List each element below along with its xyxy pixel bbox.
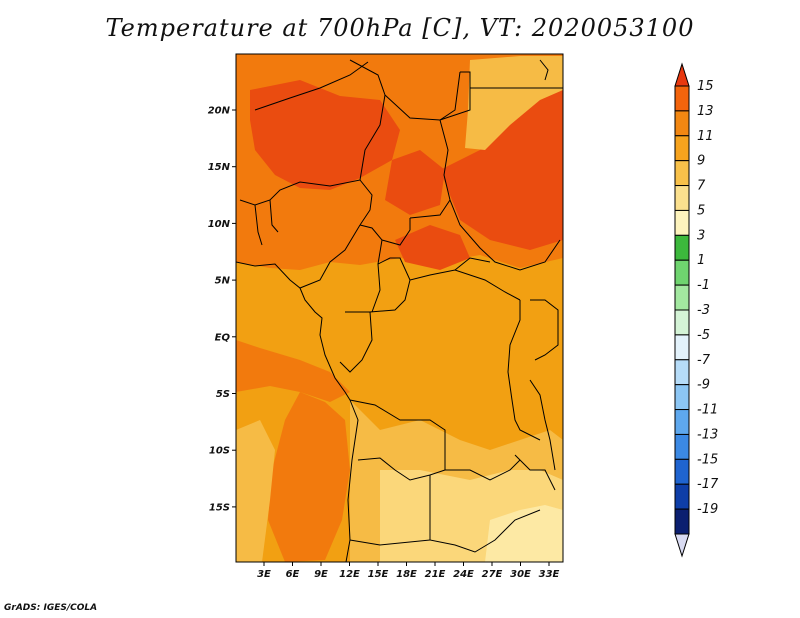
lon-label: 27E (482, 569, 503, 580)
colorbar-label: -17 (697, 477, 719, 492)
colorbar-label: 13 (697, 104, 714, 119)
lon-label: 9E (314, 569, 328, 580)
colorbar-label: -1 (697, 278, 710, 293)
colorbar-swatch (674, 234, 690, 261)
field-hot-chad (385, 150, 445, 215)
country-borders (236, 59, 563, 562)
colorbar-label: -9 (697, 378, 710, 393)
colorbar: 15 13 11 9 7 5 3 1 -1 -3 -5 -7 -9 -11 -13 -15 -17 -19 (674, 62, 719, 558)
colorbar-label: -11 (697, 403, 718, 418)
lon-label: 30E (510, 569, 531, 580)
colorbar-swatch (674, 458, 690, 485)
colorbar-swatch (674, 185, 690, 211)
lat-label: EQ (215, 332, 231, 343)
colorbar-swatch (674, 135, 690, 162)
lat-label: 10N (208, 219, 231, 230)
latitude-axis: 20N 15N 10N 5N EQ 5S 10S 15S (208, 106, 236, 513)
colorbar-label: -15 (697, 452, 718, 467)
lat-label: 5N (215, 276, 231, 287)
colorbar-swatch (674, 359, 690, 386)
lat-label: 15S (209, 502, 230, 513)
lat-label: 20N (208, 106, 231, 117)
lat-label: 15N (208, 162, 231, 173)
lon-label: 21E (425, 569, 446, 580)
colorbar-swatch (674, 309, 690, 336)
longitude-axis: 3E 6E 9E 12E 15E 18E 21E 24E 27E 30E 33E (257, 562, 560, 580)
colorbar-swatch (674, 384, 690, 411)
grads-credit: GrADS: IGES/COLA (4, 603, 98, 613)
colorbar-swatch (674, 409, 690, 435)
colorbar-label: 7 (697, 179, 706, 194)
temperature-field (236, 54, 563, 562)
lat-label: 5S (216, 389, 230, 400)
colorbar-label: 1 (697, 253, 705, 268)
colorbar-swatch (674, 483, 690, 510)
field-hot-centralafrica (395, 225, 470, 270)
colorbar-label: -5 (697, 328, 710, 343)
field-mild-east (465, 56, 563, 150)
lon-label: 6E (286, 569, 300, 580)
colorbar-swatch (674, 259, 690, 286)
colorbar-label: 11 (697, 129, 714, 144)
colorbar-label: 9 (697, 154, 705, 169)
colorbar-label: -19 (697, 502, 718, 517)
lon-label: 24E (453, 569, 474, 580)
field-mild-atlantic (236, 420, 275, 562)
lon-label: 18E (396, 569, 417, 580)
lat-label: 10S (209, 446, 230, 457)
field-pale-southeast (485, 505, 563, 562)
colorbar-label: 15 (697, 79, 714, 94)
lon-label: 12E (339, 569, 360, 580)
lon-label: 15E (368, 569, 389, 580)
colorbar-swatch (674, 110, 690, 137)
map-frame (235, 53, 564, 563)
colorbar-max-triangle (674, 62, 690, 87)
map-title: Temperature at 700hPa [C], VT: 202005310… (105, 14, 695, 42)
field-hot-sudan (440, 80, 563, 250)
colorbar-min-triangle (674, 533, 690, 558)
colorbar-swatch (674, 209, 690, 236)
colorbar-label: -7 (697, 353, 711, 368)
field-warm-coast (236, 340, 350, 402)
colorbar-swatch (674, 508, 690, 535)
field-warm-southwest (268, 392, 350, 562)
colorbar-swatch (674, 334, 690, 361)
colorbar-swatch (674, 433, 690, 460)
colorbar-label: 5 (697, 203, 705, 218)
colorbar-swatch (674, 85, 690, 112)
colorbar-label: -13 (697, 427, 718, 442)
colorbar-label: 3 (697, 228, 705, 243)
lon-label: 3E (257, 569, 271, 580)
colorbar-label: -3 (697, 303, 710, 318)
colorbar-swatch (674, 284, 690, 311)
lon-label: 33E (539, 569, 560, 580)
colorbar-swatch (674, 160, 690, 187)
